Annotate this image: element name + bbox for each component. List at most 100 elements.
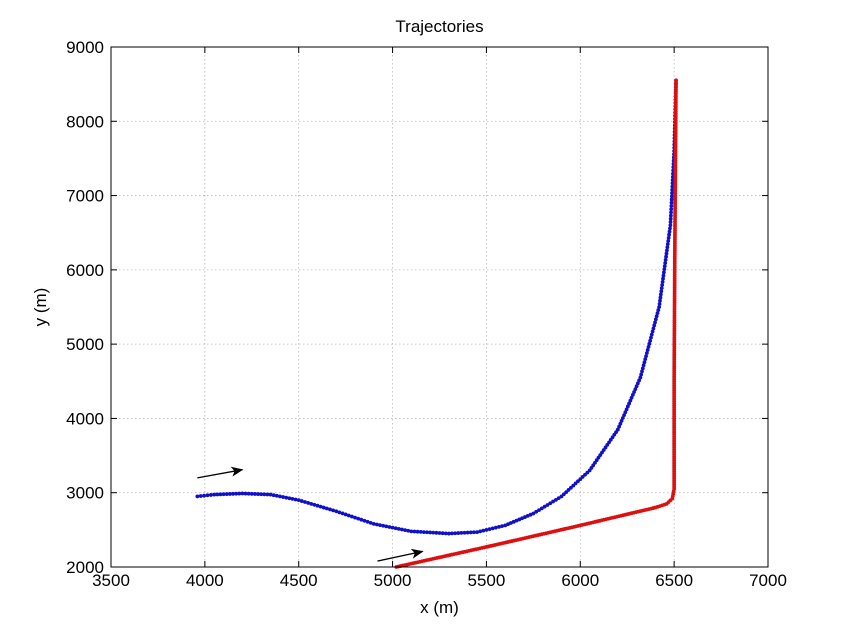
data-point <box>387 525 392 529</box>
data-point <box>640 369 644 374</box>
data-point <box>359 517 364 522</box>
data-point <box>324 506 329 511</box>
data-point <box>274 493 279 498</box>
data-point <box>393 526 398 531</box>
data-point <box>627 401 631 406</box>
x-tick-label: 6000 <box>561 571 599 590</box>
x-tick-label: 4500 <box>280 571 318 590</box>
data-point <box>628 398 633 403</box>
data-point <box>618 421 623 426</box>
data-point <box>384 524 389 529</box>
data-point <box>243 491 248 496</box>
data-point <box>658 292 663 297</box>
data-point <box>465 530 470 535</box>
data-point <box>296 498 301 503</box>
data-point <box>664 254 668 259</box>
data-point <box>212 492 217 497</box>
x-tick-label: 4000 <box>186 571 224 590</box>
data-point <box>437 531 442 535</box>
direction-arrow <box>197 466 244 479</box>
data-point <box>659 286 664 291</box>
data-point <box>669 200 674 205</box>
data-point <box>669 194 674 199</box>
data-point <box>659 289 664 294</box>
data-point <box>669 210 673 215</box>
data-point <box>340 511 345 516</box>
data-point <box>409 529 414 534</box>
data-point <box>624 407 629 412</box>
data-point <box>650 329 655 334</box>
x-axis-title: x (m) <box>420 598 459 617</box>
data-point <box>434 530 439 535</box>
data-point <box>660 283 665 287</box>
data-point <box>670 187 675 192</box>
data-point <box>629 395 634 400</box>
direction-arrow <box>377 548 424 562</box>
data-point <box>493 525 498 530</box>
data-point <box>653 320 657 325</box>
data-point <box>481 528 486 533</box>
series-2 <box>394 78 678 569</box>
annotation-layer <box>197 466 424 562</box>
data-point <box>653 317 658 322</box>
plot-area-border <box>110 46 769 568</box>
data-point <box>440 531 445 536</box>
chart-title: Trajectories <box>395 17 483 36</box>
data-point <box>641 363 646 368</box>
data-point <box>459 531 464 535</box>
data-point <box>343 512 348 517</box>
data-point <box>215 492 220 497</box>
data-point <box>462 530 467 535</box>
data-point <box>312 502 317 507</box>
data-point <box>365 519 370 524</box>
data-point <box>446 531 451 536</box>
data-point <box>418 530 423 534</box>
data-point <box>231 491 235 496</box>
data-point <box>661 276 665 281</box>
data-point <box>262 492 267 497</box>
data-point <box>668 216 673 221</box>
y-tick-label: 9000 <box>66 38 104 57</box>
data-point <box>664 251 669 256</box>
data-point <box>667 229 672 234</box>
data-point <box>268 492 273 497</box>
data-point <box>633 387 638 392</box>
data-point <box>468 530 473 535</box>
y-tick-label: 2000 <box>66 558 104 577</box>
data-point <box>256 492 260 496</box>
data-point <box>542 504 547 509</box>
data-point <box>237 491 242 496</box>
data-point <box>315 503 320 508</box>
x-tick-label: 6500 <box>655 571 693 590</box>
data-point <box>644 351 649 355</box>
data-point <box>551 499 555 504</box>
data-point <box>406 528 411 533</box>
data-point <box>246 491 251 496</box>
data-point <box>539 506 544 511</box>
data-point <box>331 508 336 513</box>
data-point <box>667 232 671 237</box>
data-point <box>368 520 373 525</box>
data-point <box>208 493 213 497</box>
data-point <box>669 197 674 202</box>
data-point <box>198 494 203 498</box>
data-point <box>648 338 653 343</box>
data-point <box>328 507 332 512</box>
data-point <box>668 226 672 231</box>
data-point <box>635 381 640 386</box>
data-point <box>287 496 292 501</box>
data-point <box>663 257 668 262</box>
data-point <box>615 427 620 432</box>
data-point <box>412 529 417 534</box>
data-point <box>666 235 671 240</box>
data-point <box>634 384 639 389</box>
data-point <box>453 531 458 536</box>
data-point <box>657 305 662 309</box>
data-point <box>281 495 285 499</box>
data-point <box>428 530 433 535</box>
data-point <box>240 491 245 496</box>
data-point <box>321 505 326 510</box>
data-point <box>670 191 674 195</box>
